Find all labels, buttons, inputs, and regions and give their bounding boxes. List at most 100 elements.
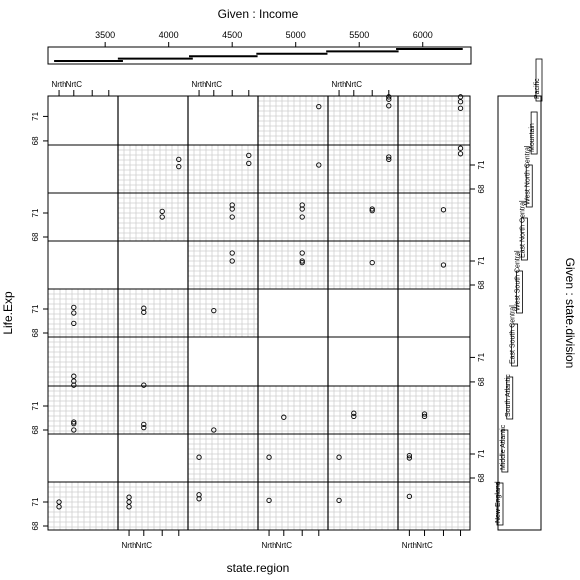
panel-background bbox=[48, 193, 118, 241]
panel-cell bbox=[257, 336, 329, 387]
data-point bbox=[336, 454, 342, 460]
division-level-label: Pacific bbox=[534, 78, 541, 99]
division-level-box bbox=[511, 323, 519, 367]
panel-cell bbox=[257, 481, 329, 531]
y-tick-label: 68 bbox=[477, 473, 486, 482]
y-axis-label: Life.Exp bbox=[1, 291, 15, 335]
y-tick-label: 71 bbox=[477, 449, 486, 458]
panel-background bbox=[258, 289, 328, 337]
panel-cell bbox=[257, 385, 329, 435]
panel-background bbox=[48, 241, 118, 289]
panel-background bbox=[118, 386, 188, 434]
panel-cell bbox=[187, 288, 259, 338]
y-tick-label: 71 bbox=[31, 401, 40, 410]
panel-cell bbox=[117, 95, 189, 146]
panel-cell bbox=[187, 95, 259, 146]
panel-background bbox=[258, 145, 328, 193]
data-point bbox=[457, 99, 464, 105]
panel-cell bbox=[117, 144, 189, 194]
data-point bbox=[71, 304, 77, 311]
data-point bbox=[211, 307, 217, 314]
panel-background bbox=[398, 337, 470, 386]
given-income-panel: 3500 4000 4500 5000 5500 6000 bbox=[47, 30, 472, 65]
panel-background bbox=[188, 193, 258, 241]
panel-background bbox=[188, 386, 258, 434]
x-tick-label: NrtC bbox=[346, 80, 363, 89]
panel-cell bbox=[327, 94, 399, 146]
data-point bbox=[386, 154, 392, 160]
given-division-box bbox=[497, 95, 542, 531]
data-point bbox=[229, 214, 235, 220]
data-point bbox=[440, 207, 447, 213]
panel-cell bbox=[397, 288, 471, 338]
panel-background bbox=[328, 193, 398, 241]
data-point bbox=[141, 424, 147, 431]
data-point bbox=[281, 414, 287, 420]
data-point bbox=[141, 421, 147, 428]
data-point bbox=[406, 452, 413, 459]
division-level-label: Middle Atlantic bbox=[500, 424, 507, 470]
data-point bbox=[299, 258, 305, 264]
panel-cell bbox=[257, 433, 329, 483]
panel-cell bbox=[187, 433, 259, 483]
division-level-box bbox=[501, 429, 509, 473]
panel-background bbox=[48, 482, 118, 530]
given-income-box bbox=[47, 46, 472, 65]
panel-background bbox=[328, 241, 398, 289]
x-tick-label: Nrth bbox=[191, 80, 206, 89]
panel-background bbox=[328, 386, 398, 434]
panel-cell bbox=[47, 144, 119, 194]
panel-background bbox=[188, 289, 258, 337]
panel-cell bbox=[397, 336, 471, 387]
panel-background bbox=[328, 337, 398, 386]
division-level-label: South Atlantic bbox=[505, 374, 512, 417]
panel-background bbox=[118, 145, 188, 193]
panel-cell bbox=[117, 385, 189, 435]
data-point bbox=[211, 427, 217, 433]
data-point bbox=[351, 410, 357, 416]
panel-cell bbox=[257, 240, 329, 290]
data-point bbox=[159, 208, 165, 215]
data-point bbox=[406, 493, 413, 500]
panel-background bbox=[48, 386, 118, 434]
panel-cell bbox=[47, 192, 119, 242]
data-point bbox=[440, 262, 447, 268]
panel-background bbox=[258, 482, 328, 530]
panel-background bbox=[48, 145, 118, 193]
panel-background bbox=[118, 434, 188, 482]
income-tick-label: 4000 bbox=[159, 30, 179, 40]
x-axis-label: state.region bbox=[227, 561, 290, 575]
division-level-label: West North Central bbox=[524, 145, 531, 205]
x-tick-label: Nrth bbox=[402, 541, 417, 550]
panel-background bbox=[118, 241, 188, 289]
panel-background bbox=[328, 482, 398, 530]
y-tick-label: 68 bbox=[31, 328, 40, 337]
data-point bbox=[299, 214, 305, 220]
data-point bbox=[71, 310, 77, 316]
data-point bbox=[457, 145, 464, 151]
y-tick-label: 71 bbox=[477, 160, 486, 169]
panel-cell bbox=[187, 385, 259, 435]
panel-background bbox=[48, 96, 118, 145]
y-tick-label: 71 bbox=[31, 208, 40, 217]
panel-cell bbox=[397, 192, 471, 242]
data-point bbox=[196, 496, 202, 502]
data-point bbox=[299, 250, 305, 256]
data-point bbox=[386, 96, 392, 102]
panel-cell bbox=[327, 240, 399, 290]
panel-background bbox=[118, 482, 188, 530]
data-point bbox=[266, 497, 272, 504]
panel-grid bbox=[47, 94, 471, 531]
panel-cell bbox=[47, 481, 119, 531]
panel-cell bbox=[257, 288, 329, 338]
panel-background bbox=[328, 145, 398, 193]
data-point bbox=[369, 206, 375, 212]
panel-cell bbox=[187, 336, 259, 387]
data-point bbox=[457, 151, 464, 157]
panel-background bbox=[188, 337, 258, 386]
y-tick-label: 68 bbox=[477, 184, 486, 193]
panel-cell bbox=[327, 144, 399, 194]
panel-cell bbox=[327, 192, 399, 242]
given-division-label: Given : state.division bbox=[563, 258, 577, 369]
